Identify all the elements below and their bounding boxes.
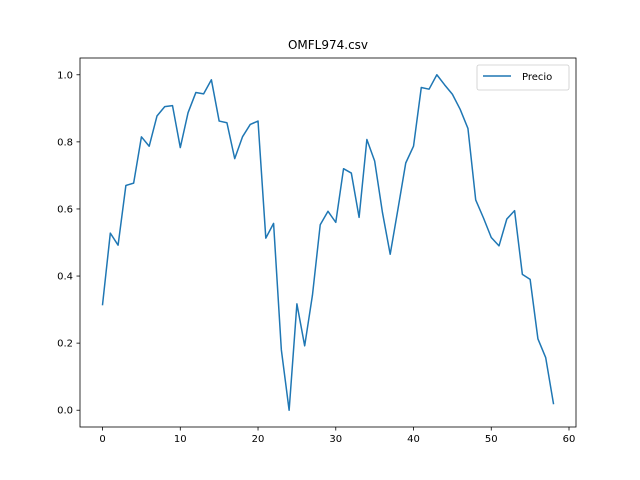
y-tick-label: 0.8 [57, 137, 73, 148]
x-tick-label: 60 [563, 434, 576, 445]
y-tick-label: 0.4 [57, 272, 73, 283]
y-tick-label: 0.6 [57, 204, 73, 215]
x-tick-label: 20 [252, 434, 265, 445]
plot-area: 0 10 20 30 40 50 60 0.0 0.2 0.4 0.6 0.8 1.0 [57, 70, 575, 445]
x-tick-label: 30 [329, 434, 342, 445]
x-tick-label: 40 [407, 434, 420, 445]
x-tick-label: 0 [99, 434, 105, 445]
x-tick-label: 10 [174, 434, 187, 445]
y-tick-label: 1.0 [57, 70, 73, 81]
y-tick-label: 0.2 [57, 339, 73, 350]
y-tick-label: 0.0 [57, 406, 73, 417]
legend-label-precio: Precio [522, 72, 552, 83]
x-tick-label: 50 [485, 434, 498, 445]
legend: Precio [476, 64, 570, 91]
chart-title: OMFL974.csv [288, 38, 368, 52]
series-line-precio [101, 74, 555, 411]
legend-box [476, 64, 570, 91]
axes-frame [79, 57, 577, 428]
